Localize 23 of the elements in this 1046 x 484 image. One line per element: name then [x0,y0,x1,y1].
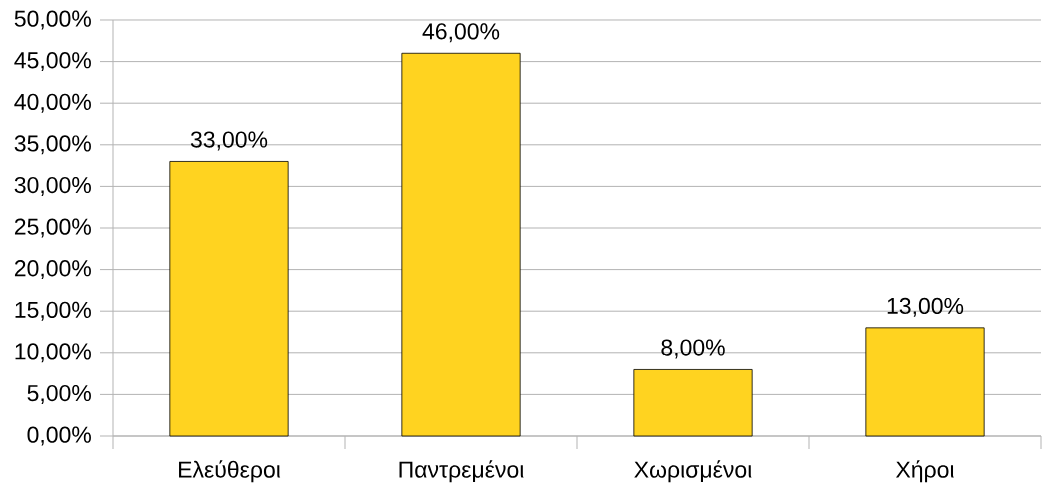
x-tick-label: Παντρεμένοι [399,460,524,483]
bar [401,52,521,437]
y-tick-label: 35,00% [14,135,91,155]
data-label: 13,00% [887,297,964,317]
data-label: 46,00% [422,23,500,43]
y-tick-label: 10,00% [15,343,91,363]
y-tick-label: 45,00% [14,52,91,72]
y-tick-label: 50,00% [14,10,91,30]
bar [169,161,289,437]
y-tick-label: 25,00% [14,218,91,238]
y-tick-label: 20,00% [14,260,91,280]
bar [633,369,753,437]
x-tick-label: Ελεύθεροι [179,460,281,483]
data-label: 8,00% [661,339,725,359]
y-tick-label: 30,00% [14,176,91,196]
y-tick-label: 15,00% [15,301,91,321]
data-label: 33,00% [190,131,268,151]
y-tick-label: 0,00% [27,426,91,446]
bar [865,327,985,437]
x-tick-label: Χήροι [895,460,954,483]
y-tick-label: 40,00% [14,93,91,113]
y-tick-label: 5,00% [27,384,91,404]
x-tick-label: Χωρισμένοι [634,460,752,483]
